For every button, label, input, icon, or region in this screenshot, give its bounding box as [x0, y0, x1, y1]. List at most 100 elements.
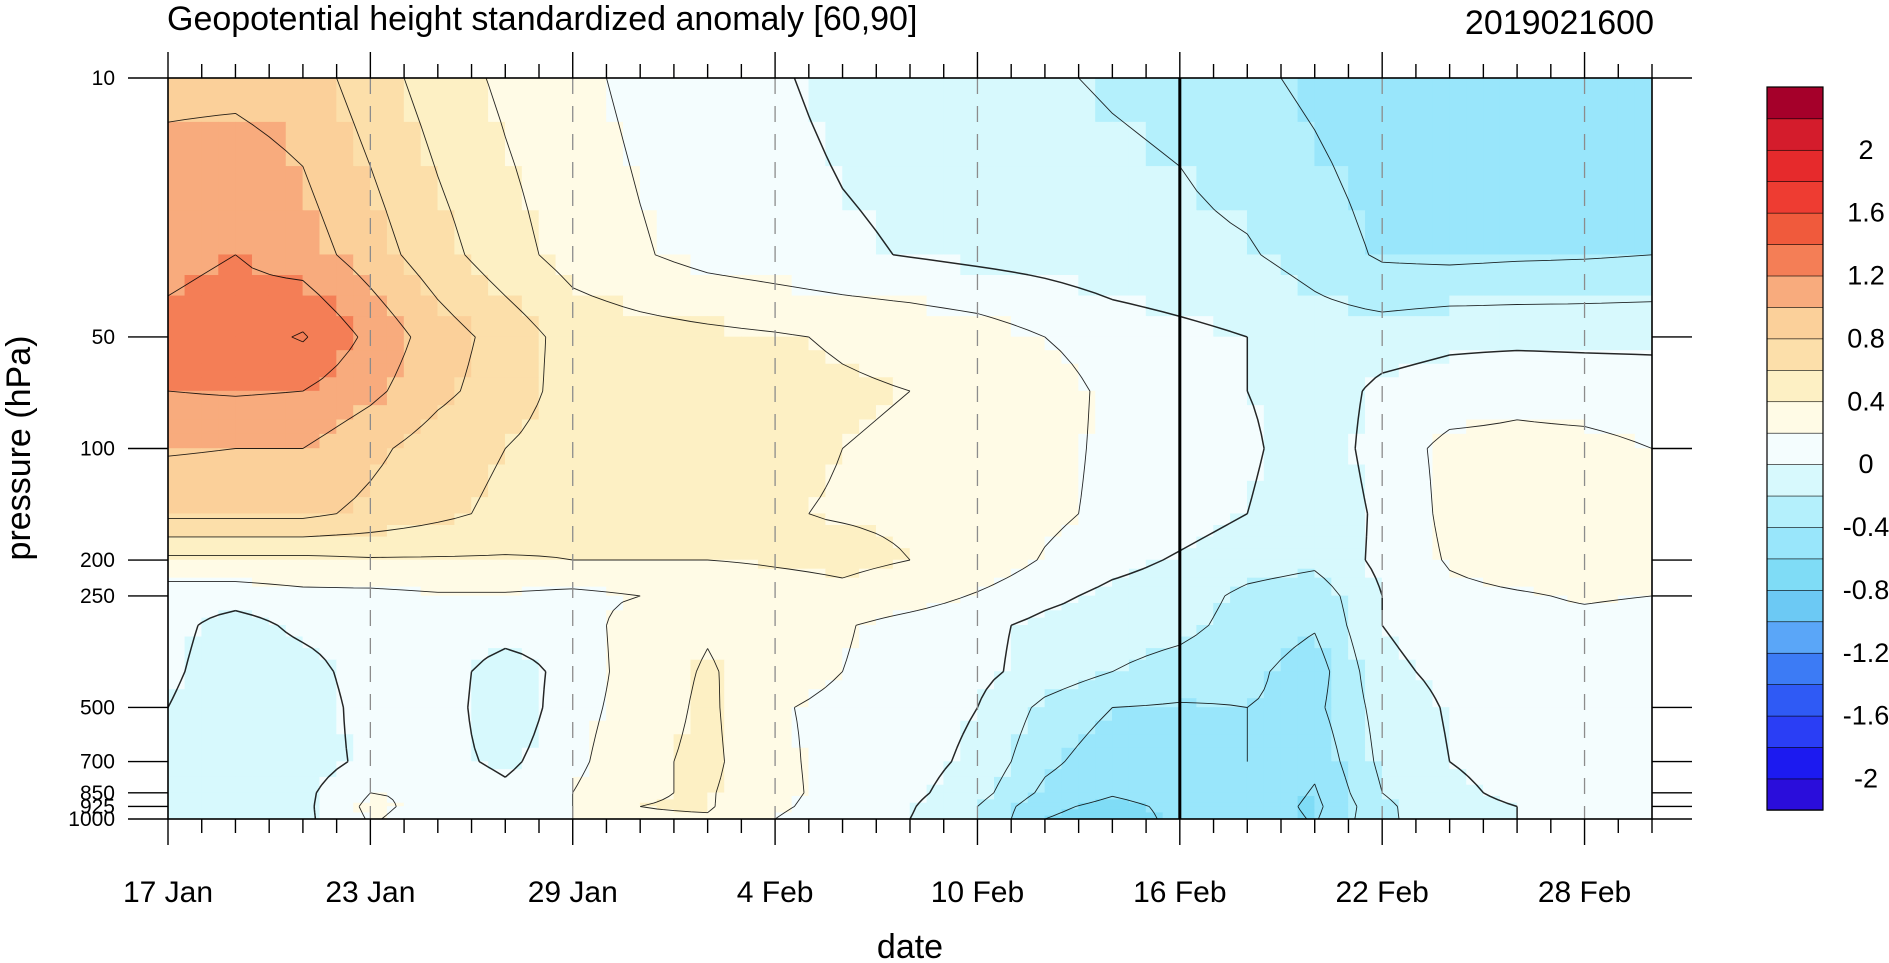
contour-cell	[892, 548, 911, 561]
contour-cell	[1280, 559, 1299, 570]
contour-cell	[1280, 497, 1299, 515]
contour-cell	[1584, 377, 1602, 392]
contour-cell	[1145, 698, 1164, 708]
contour-cell	[757, 610, 776, 619]
contour-cell	[1381, 577, 1400, 588]
contour-cell	[1584, 617, 1602, 626]
contour-cell	[1567, 316, 1585, 338]
contour-cell	[842, 295, 860, 317]
contour-cell	[1095, 390, 1113, 406]
contour-cell	[606, 799, 624, 804]
contour-cell	[1533, 636, 1552, 649]
contour-cell	[892, 680, 911, 690]
contour-cell	[1230, 377, 1248, 392]
contour-cell	[555, 815, 574, 819]
contour-cell	[1027, 433, 1046, 449]
contour-cell	[420, 548, 439, 561]
contour-cell	[690, 405, 708, 421]
contour-cell	[1348, 734, 1366, 749]
contour-cell	[909, 659, 928, 672]
contour-cell	[1179, 448, 1197, 466]
contour-cell	[386, 513, 405, 526]
contour-cell	[302, 336, 321, 351]
contour-cell	[791, 809, 810, 814]
contour-cell	[673, 433, 692, 449]
contour-cell	[909, 624, 928, 638]
contour-cell	[420, 595, 439, 604]
contour-cell	[825, 497, 843, 515]
contour-cell	[1145, 390, 1164, 406]
contour-cell	[741, 671, 759, 681]
contour-cell	[538, 78, 557, 123]
contour-cell	[926, 586, 945, 597]
contour-cell	[1061, 121, 1079, 167]
contour-cell	[892, 769, 911, 778]
contour-cell	[1415, 377, 1434, 392]
contour-cell	[1567, 559, 1585, 570]
contour-cell	[1516, 799, 1535, 804]
contour-cell	[168, 464, 186, 482]
contour-cell	[353, 659, 371, 672]
contour-cell	[268, 795, 287, 800]
contour-cell	[252, 464, 270, 482]
contour-cell	[184, 769, 203, 778]
contour-cell	[994, 559, 1012, 570]
contour-cell	[1213, 659, 1231, 672]
contour-cell	[370, 602, 388, 611]
contour-cell	[488, 210, 506, 256]
contour-cell	[471, 577, 489, 588]
contour-cell	[1179, 210, 1197, 256]
contour-cell	[1297, 734, 1316, 749]
contour-cell	[1095, 689, 1113, 699]
contour-cell	[538, 568, 557, 579]
contour-cell	[994, 659, 1012, 672]
contour-cell	[336, 795, 354, 800]
contour-cell	[1516, 377, 1535, 392]
contour-cell	[370, 806, 388, 810]
contour-cell	[319, 480, 337, 498]
contour-cell	[403, 166, 422, 211]
contour-cell	[403, 636, 422, 649]
contour-cell	[859, 121, 877, 167]
contour-cell	[842, 659, 860, 672]
contour-cell	[184, 799, 203, 804]
contour-cell	[1483, 433, 1501, 449]
contour-cell	[774, 254, 793, 276]
contour-cell	[1095, 433, 1113, 449]
contour-cell	[741, 689, 759, 699]
contour-cell	[1449, 166, 1467, 211]
contour-cell	[757, 536, 776, 549]
contour-cell	[336, 602, 354, 611]
contour-cell	[1483, 548, 1501, 561]
contour-cell	[471, 776, 489, 786]
contour-cell	[1415, 636, 1434, 649]
contour-cell	[521, 680, 540, 690]
contour-cell	[1466, 525, 1484, 538]
contour-cell	[741, 316, 759, 338]
contour-cell	[235, 525, 253, 538]
contour-cell	[943, 377, 961, 392]
contour-cell	[859, 689, 877, 699]
contour-cell	[1061, 624, 1079, 638]
contour-cell	[1112, 815, 1130, 819]
contour-cell	[1230, 809, 1248, 814]
contour-cell	[943, 448, 961, 466]
contour-cell	[1466, 497, 1484, 515]
contour-cell	[1432, 405, 1450, 421]
contour-cell	[842, 636, 860, 649]
contour-cell	[1027, 464, 1046, 482]
contour-cell	[825, 377, 843, 392]
contour-cell	[757, 812, 776, 817]
contour-cell	[1246, 121, 1265, 167]
contour-cell	[1078, 254, 1096, 276]
contour-cell	[1044, 78, 1063, 123]
contour-cell	[1263, 648, 1282, 661]
contour-cell	[623, 792, 641, 797]
contour-cell	[994, 707, 1012, 722]
contour-cell	[1213, 586, 1231, 597]
contour-cell	[488, 680, 506, 690]
contour-cell	[774, 734, 793, 749]
contour-cell	[1280, 121, 1299, 167]
contour-cell	[555, 419, 574, 435]
contour-cell	[1314, 689, 1332, 699]
